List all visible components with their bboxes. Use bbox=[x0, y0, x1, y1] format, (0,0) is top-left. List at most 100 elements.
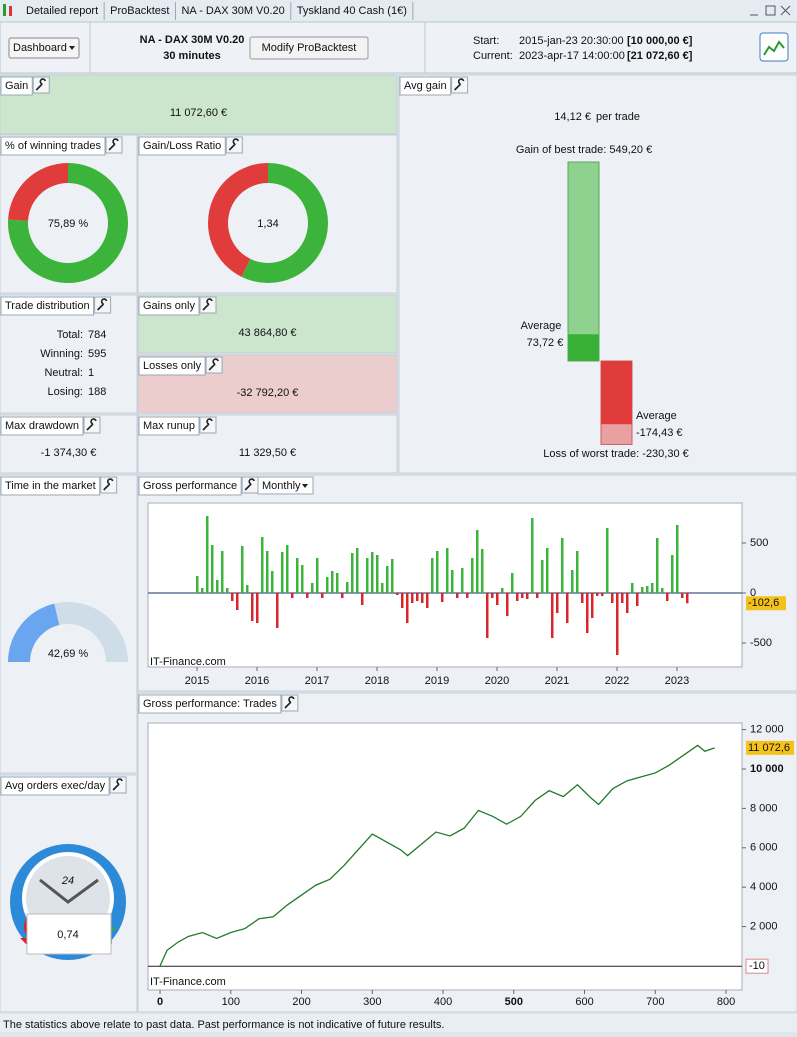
x-tick-label: 800 bbox=[717, 996, 735, 1008]
tab-label[interactable]: ProBacktest bbox=[110, 5, 169, 17]
bar bbox=[596, 593, 599, 596]
panel-title-box bbox=[0, 416, 84, 436]
bar bbox=[671, 555, 674, 593]
distribution-label: Losing: bbox=[48, 386, 83, 398]
wrench-icon bbox=[86, 418, 97, 431]
bar bbox=[666, 593, 669, 601]
bar bbox=[331, 571, 334, 593]
bar bbox=[566, 593, 569, 623]
bar bbox=[656, 538, 659, 593]
bar bbox=[291, 593, 294, 598]
dashboard-button[interactable] bbox=[8, 37, 80, 59]
bar bbox=[391, 559, 394, 593]
dropdown-arrow bbox=[69, 46, 75, 50]
modify-button[interactable] bbox=[249, 36, 369, 60]
bar bbox=[281, 552, 284, 593]
gauge-value bbox=[8, 603, 60, 662]
bar bbox=[296, 558, 299, 593]
bar bbox=[206, 516, 209, 593]
bar bbox=[306, 593, 309, 598]
bar bbox=[681, 593, 684, 598]
bar bbox=[676, 525, 679, 593]
x-tick-label: 100 bbox=[222, 996, 240, 1008]
panel-title-box bbox=[0, 476, 101, 496]
bar bbox=[241, 546, 244, 593]
bar bbox=[546, 548, 549, 593]
bar bbox=[201, 588, 204, 593]
wrench-icon bbox=[103, 478, 114, 491]
avg-gain-unit: per trade bbox=[596, 111, 640, 123]
x-tick-label: 2021 bbox=[545, 675, 569, 687]
tab-label[interactable]: Detailed report bbox=[26, 5, 98, 17]
bar bbox=[341, 593, 344, 598]
bar bbox=[686, 593, 689, 604]
start-capital: [10 000,00 €] bbox=[627, 35, 693, 47]
current-date: 2023-apr-17 14:00:00 bbox=[519, 50, 625, 62]
start-date: 2015-jan-23 20:30:00 bbox=[519, 35, 624, 47]
bar bbox=[326, 577, 329, 593]
x-tick-label: 2015 bbox=[185, 675, 209, 687]
x-tick-label: 300 bbox=[363, 996, 381, 1008]
bar bbox=[321, 593, 324, 598]
panel-title-box bbox=[138, 476, 242, 496]
wrench-icon bbox=[35, 78, 47, 91]
bar bbox=[626, 593, 629, 613]
bar bbox=[501, 588, 504, 593]
y-tick-label: 2 000 bbox=[750, 921, 778, 933]
panel-value: 11 072,60 € bbox=[170, 107, 227, 119]
tab-label[interactable]: NA - DAX 30M V0.20 bbox=[181, 5, 284, 17]
best-trade-label: Gain of best trade: 549,20 € bbox=[516, 144, 652, 156]
bar bbox=[421, 593, 424, 603]
bar bbox=[411, 593, 414, 603]
maximize[interactable] bbox=[765, 5, 776, 16]
bar bbox=[471, 558, 474, 593]
avg-loss-title: Average bbox=[636, 410, 677, 422]
tab-label[interactable]: Tyskland 40 Cash (1€) bbox=[297, 5, 407, 17]
current-marker bbox=[746, 596, 786, 611]
panel-title-box bbox=[399, 76, 452, 96]
x-tick-label: 2017 bbox=[305, 675, 329, 687]
gauge-label: 42,69 % bbox=[48, 648, 89, 660]
bar bbox=[451, 570, 454, 593]
bar bbox=[446, 548, 449, 593]
bar bbox=[386, 566, 389, 593]
bar bbox=[416, 593, 419, 601]
panel-title: % of winning trades bbox=[5, 140, 101, 152]
bar bbox=[376, 555, 379, 593]
avg-loss-label: -174,43 € bbox=[636, 427, 682, 439]
bar bbox=[211, 545, 214, 593]
bar bbox=[616, 593, 619, 655]
panel-title: Trade distribution bbox=[5, 300, 90, 312]
report-icon[interactable] bbox=[759, 32, 789, 62]
x-tick-label: 600 bbox=[575, 996, 593, 1008]
app-icon bbox=[9, 6, 12, 16]
bar bbox=[476, 530, 479, 593]
toolbar bbox=[0, 21, 797, 74]
panel-value: -32 792,20 € bbox=[237, 387, 299, 399]
bar bbox=[256, 593, 259, 623]
watermark: IT-Finance.com bbox=[150, 656, 226, 668]
bar bbox=[506, 593, 509, 616]
bar bbox=[481, 549, 484, 593]
bar bbox=[571, 570, 574, 593]
avg-gain-value: 14,12 € bbox=[554, 111, 591, 123]
panel-title: Gain/Loss Ratio bbox=[143, 140, 221, 152]
x-tick-label: 400 bbox=[434, 996, 452, 1008]
clock-hands bbox=[39, 878, 99, 904]
avg-win-label: 73,72 € bbox=[527, 337, 564, 349]
panel-title: Avg gain bbox=[404, 80, 447, 92]
bar bbox=[551, 593, 554, 638]
worst-trade-label: Loss of worst trade: -230,30 € bbox=[543, 448, 689, 460]
gauge-rest bbox=[54, 602, 129, 662]
panel-title: Time in the market bbox=[5, 480, 96, 492]
bar bbox=[641, 587, 644, 593]
watermark: IT-Finance.com bbox=[150, 976, 226, 988]
footer: The statistics above relate to past data… bbox=[3, 1019, 444, 1031]
distribution-label: Neutral: bbox=[44, 367, 83, 379]
y-tick-label: 0 bbox=[750, 587, 756, 599]
period-dropdown[interactable] bbox=[257, 476, 314, 495]
bar bbox=[511, 573, 514, 593]
close[interactable] bbox=[780, 5, 791, 16]
wrench-icon bbox=[454, 78, 465, 91]
x-tick-label: 200 bbox=[292, 996, 310, 1008]
